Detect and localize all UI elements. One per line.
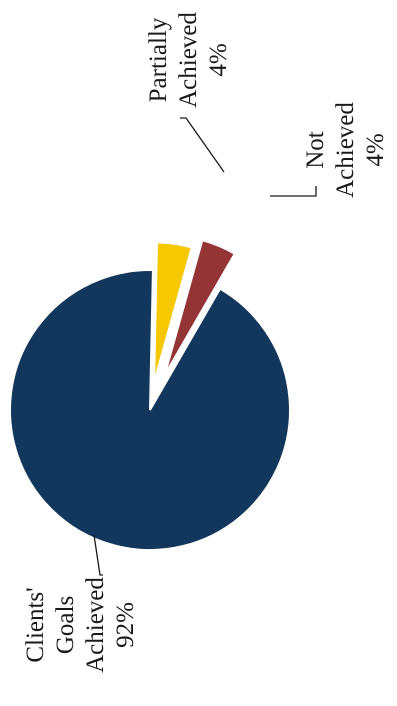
slice-labels: Clients' Goals Achieved 92%Partially Achieve… [22, 12, 389, 673]
leader-line-0 [93, 534, 103, 576]
pie-slices [9, 238, 292, 551]
pie-slice-1 [153, 241, 193, 383]
slice-value-label: 4% [205, 43, 232, 76]
slice-name-line: Partially [145, 17, 172, 102]
slice-label-0: Clients' Goals Achieved 92% [22, 577, 139, 673]
leader-line-1 [180, 117, 225, 173]
slice-name-line: Not [302, 131, 329, 169]
slice-name-line: Achieved [82, 577, 109, 673]
slice-value-label: 4% [362, 133, 389, 166]
leader-lines [93, 117, 317, 576]
slice-name-line: Achieved [175, 12, 202, 108]
slice-label-2: Not Achieved 4% [302, 102, 389, 198]
slice-name-line: Goals [52, 596, 79, 654]
slice-name-line: Clients' [22, 587, 49, 662]
slice-name-line: Achieved [332, 102, 359, 198]
pie-slice-0 [9, 269, 292, 551]
leader-line-2 [270, 186, 317, 197]
slice-label-1: Partially Achieved 4% [145, 12, 232, 108]
pie-slice-2 [163, 238, 237, 376]
slice-value-label: 92% [112, 602, 139, 648]
